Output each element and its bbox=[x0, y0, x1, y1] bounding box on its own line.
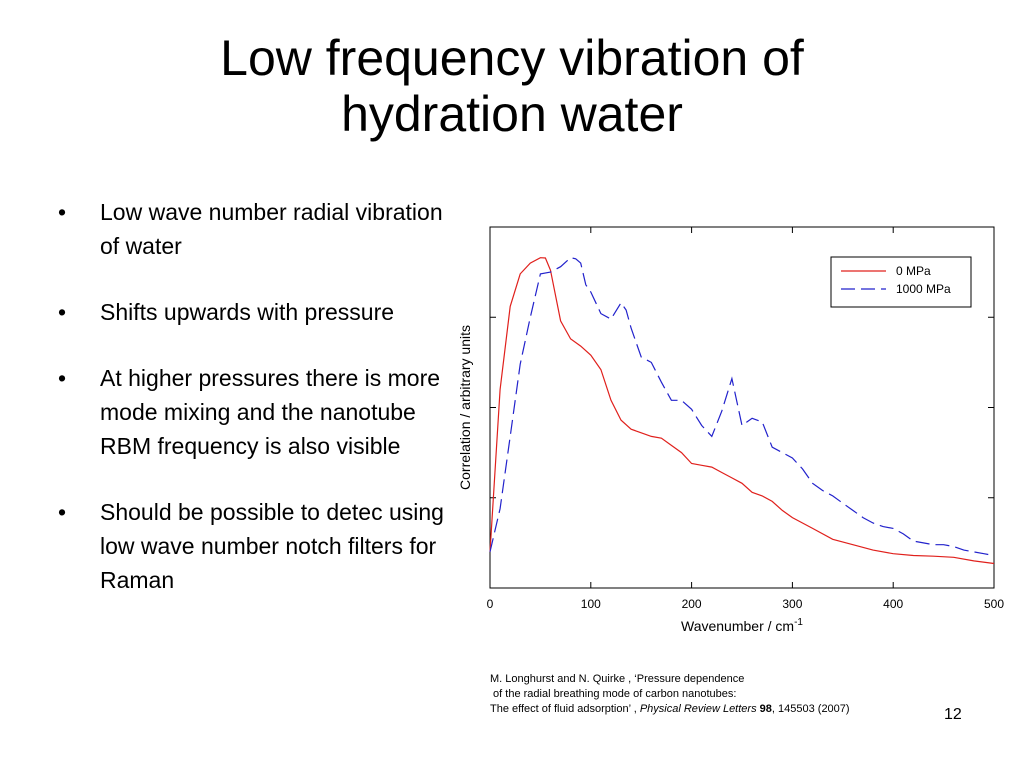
citation-pages: , 145503 (2007) bbox=[771, 703, 850, 715]
citation: M. Longhurst and N. Quirke , ‘Pressure d… bbox=[490, 672, 930, 717]
bullet-dot: • bbox=[58, 299, 67, 325]
legend-box bbox=[830, 256, 972, 308]
chart-container: 0 100 200 300 400 500 Wavenumber / cm-1 Correla… bbox=[450, 210, 1020, 650]
x-tick-label: 200 bbox=[682, 597, 702, 611]
bullet-item: • At higher pressures there is more mode … bbox=[58, 361, 453, 463]
bullet-text: Low wave number radial vibration of wate… bbox=[100, 199, 443, 259]
y-axis-label: Correlation / arbitrary units bbox=[457, 325, 473, 490]
citation-line-2: of the radial breathing mode of carbon n… bbox=[490, 688, 737, 700]
citation-line-1: M. Longhurst and N. Quirke , ‘Pressure d… bbox=[490, 673, 745, 685]
bullet-text: At higher pressures there is more mode m… bbox=[100, 365, 441, 459]
bullet-item: • Low wave number radial vibration of wat… bbox=[58, 195, 453, 263]
legend-label: 0 MPa bbox=[896, 264, 931, 278]
bullet-item: • Should be possible to detec using low w… bbox=[58, 495, 453, 597]
correlation-chart: 0 100 200 300 400 500 Wavenumber / cm-1 Correla… bbox=[457, 226, 1004, 634]
bullet-text: Shifts upwards with pressure bbox=[100, 299, 395, 325]
x-tick-label: 0 bbox=[487, 597, 494, 611]
bullet-list: • Low wave number radial vibration of wat… bbox=[58, 195, 453, 629]
x-tick-label: 100 bbox=[581, 597, 601, 611]
slide-title-line-1: Low frequency vibration of bbox=[220, 30, 804, 86]
x-tick-label: 300 bbox=[782, 597, 802, 611]
citation-volume: 98 bbox=[759, 703, 772, 715]
x-tick-label: 400 bbox=[883, 597, 903, 611]
bullet-text: Should be possible to detec using low wa… bbox=[100, 499, 444, 593]
series-line-1000mpa bbox=[489, 257, 995, 557]
bullet-dot: • bbox=[58, 365, 67, 391]
x-axis-label: Wavenumber / cm-1 bbox=[681, 617, 803, 634]
slide-title: Low frequency vibration of hydration wat… bbox=[0, 30, 1024, 142]
bullet-dot: • bbox=[58, 499, 67, 525]
series-line-0mpa bbox=[489, 257, 995, 565]
citation-journal: Physical Review Letters bbox=[639, 703, 757, 715]
slide-title-line-2: hydration water bbox=[341, 86, 683, 142]
slide-number: 12 bbox=[944, 706, 962, 723]
x-tick-label: 500 bbox=[984, 597, 1004, 611]
citation-authors-text: The effect of fluid adsorption’ , bbox=[490, 703, 640, 715]
bullet-dot: • bbox=[58, 199, 67, 225]
bullet-item: • Shifts upwards with pressure bbox=[58, 295, 453, 329]
citation-line-3: The effect of fluid adsorption’ , Physic… bbox=[490, 702, 930, 717]
legend-label: 1000 MPa bbox=[896, 282, 951, 296]
